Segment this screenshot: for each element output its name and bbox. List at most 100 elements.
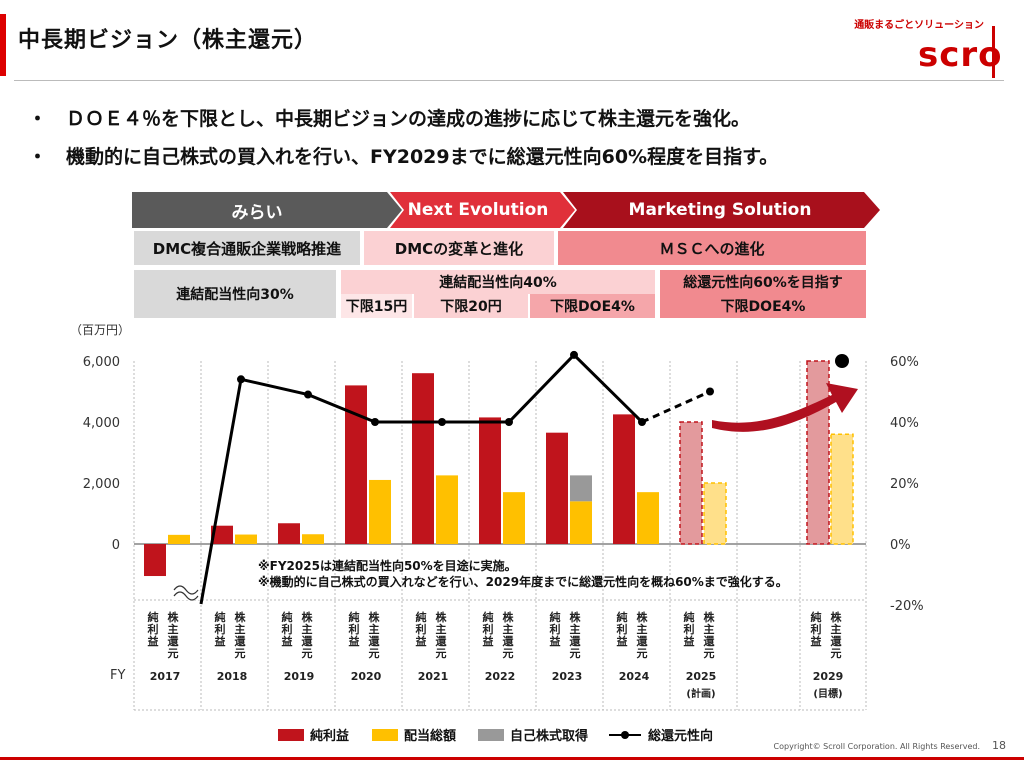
dividend-bar [302, 534, 324, 544]
dividend-bar [637, 492, 659, 544]
y-axis-unit-label: （百万円） [70, 323, 130, 337]
fy-tick-label: 2022 [485, 670, 516, 683]
dividend-bar [503, 492, 525, 544]
buyback-bar [570, 475, 592, 502]
fy-tick-label: 2017 [150, 670, 181, 683]
bar-label-shareholder-return: 株主還元 [704, 610, 716, 660]
dividend-bar [235, 534, 257, 544]
legend-dividend: 配当総額 [372, 725, 456, 744]
bar-label-net-income: 純利益 [811, 610, 822, 648]
net-income-bar [211, 525, 233, 544]
dividend-bar [436, 475, 458, 544]
dividend-bar [168, 534, 190, 544]
bar-label-net-income: 純利益 [684, 610, 695, 648]
legend-total-return-ratio: 総還元性向 [608, 725, 713, 744]
fy-tick-label: 2020 [351, 670, 382, 683]
y-left-tick-label: 0 [112, 538, 120, 553]
note-fy2025: ※FY2025は連結配当性向50%を目途に実施。 [258, 559, 517, 573]
net-income-bar [345, 385, 367, 544]
y-left-tick-label: 2,000 [83, 477, 120, 492]
total-return-ratio-point [438, 418, 446, 426]
dividend-bar [830, 433, 854, 545]
bar-label-shareholder-return: 株主還元 [235, 610, 247, 660]
logo-tagline: 通販まるごとソリューション [854, 20, 984, 31]
bar-label-net-income: 純利益 [282, 610, 293, 648]
dividend-bar [703, 482, 727, 545]
axis-break-icon [172, 584, 200, 601]
bar-label-shareholder-return: 株主還元 [302, 610, 314, 660]
bar-label-shareholder-return: 株主還元 [570, 610, 582, 660]
total-return-ratio-point [237, 375, 245, 384]
policy-payout-40: 連結配当性向40% [341, 270, 655, 294]
shareholder-return-chart: （百万円） FY 0 2,000 4,000 6,000 -20% 0% 20% 40% 60%… [70, 323, 924, 711]
y-right-tick-label: 20% [890, 477, 919, 492]
phase-arrows [132, 192, 880, 228]
bar-label-shareholder-return: 株主還元 [168, 610, 180, 660]
fy-sub-label: (計画) [686, 687, 715, 700]
net-income-bar [546, 432, 568, 544]
legend-buyback: 自己株式取得 [478, 725, 588, 744]
bar-label-net-income: 純利益 [148, 610, 159, 648]
bar-label-shareholder-return: 株主還元 [637, 610, 649, 660]
total-return-ratio-target-point [835, 354, 849, 368]
total-return-ratio-point [706, 387, 714, 396]
header-divider [14, 80, 1004, 81]
policy-min-doe4: 下限DOE4% [530, 294, 655, 318]
fy-tick-label: 2024 [619, 670, 650, 683]
phase-arrow-2 [390, 192, 575, 228]
legend-net-income: 純利益 [278, 725, 349, 744]
strategy-1: DMC複合通販企業戦略推進 [134, 231, 360, 265]
total-return-ratio-point [304, 390, 312, 399]
bar-label-net-income: 純利益 [349, 610, 360, 648]
y-left-tick-label: 4,000 [83, 416, 120, 431]
copyright: Copyright© Scroll Corporation. All Right… [773, 742, 980, 751]
bar-label-net-income: 純利益 [215, 610, 226, 648]
bullet-2: ・ 機動的に自己株式の買入れを行い、FY2029までに総還元性向60%程度を目指… [28, 146, 779, 168]
y-right-tick-label: -20% [890, 599, 924, 614]
bar-label-net-income: 純利益 [483, 610, 494, 648]
phase-label-2: Next Evolution [407, 200, 549, 220]
net-income-bar [412, 373, 434, 544]
fy-tick-label: 2018 [217, 670, 248, 683]
policy-min-15yen: 下限15円 [341, 294, 412, 318]
total-return-ratio-point [638, 418, 646, 426]
total-return-ratio-point [505, 418, 513, 426]
policy-min-20yen: 下限20円 [414, 294, 528, 318]
bar-label-shareholder-return: 株主還元 [503, 610, 515, 660]
y-right-tick-label: 0% [890, 538, 911, 553]
total-return-ratio-point [570, 350, 578, 359]
strategy-3: ＭＳＣへの進化 [558, 231, 866, 265]
fy-sub-label: (目標) [813, 687, 842, 700]
fy-tick-label: 2029 [813, 670, 844, 683]
y-right-tick-label: 60% [890, 355, 919, 370]
fy-axis-label: FY [110, 668, 125, 683]
net-income-bar [806, 360, 830, 545]
policy-payout-30: 連結配当性向30% [134, 270, 336, 318]
net-income-bar [479, 417, 501, 544]
phase-arrow-3 [563, 192, 880, 228]
net-income-bar [613, 414, 635, 544]
bar-label-shareholder-return: 株主還元 [831, 610, 843, 660]
bar-label-net-income: 純利益 [416, 610, 427, 648]
bar-label-shareholder-return: 株主還元 [436, 610, 448, 660]
bar-label-net-income: 純利益 [617, 610, 628, 648]
page-title: 中長期ビジョン（株主還元） [18, 28, 318, 53]
y-left-tick-label: 6,000 [83, 355, 120, 370]
fy-tick-label: 2023 [552, 670, 583, 683]
bar-label-net-income: 純利益 [550, 610, 561, 648]
total-return-ratio-plan-line [641, 390, 711, 424]
phase-label-3: Marketing Solution [628, 200, 812, 220]
fy-tick-label: 2021 [418, 670, 449, 683]
strategy-2: DMCの変革と進化 [364, 231, 554, 265]
bar-label-shareholder-return: 株主還元 [369, 610, 381, 660]
growth-arrow-icon [712, 383, 858, 432]
dividend-bar [369, 479, 391, 544]
total-return-ratio-point [371, 418, 379, 426]
fy-tick-label: 2025 [686, 670, 717, 683]
policy-total-return-60: 総還元性向60%を目指す [660, 270, 866, 294]
page-number: 18 [992, 739, 1006, 752]
bullet-1: ・ ＤＯＥ４％を下限とし、中長期ビジョンの達成の進捗に応じて株主還元を強化。 [28, 108, 751, 130]
footer-accent-line [0, 757, 1024, 760]
net-income-bar [679, 421, 703, 545]
policy-min-doe4-msc: 下限DOE4% [660, 294, 866, 318]
